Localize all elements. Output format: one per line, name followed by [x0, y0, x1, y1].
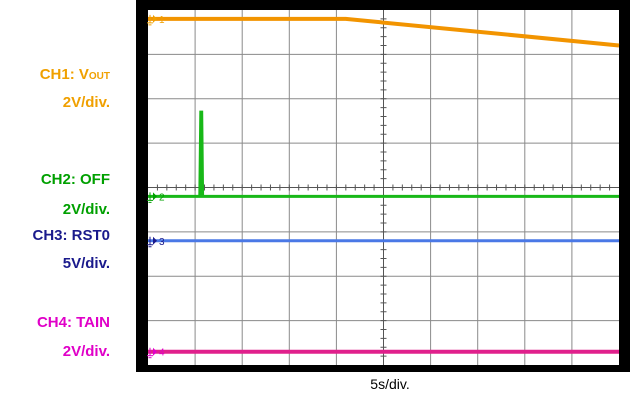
channel-markers: 1 2 3 4 — [147, 14, 165, 359]
traces — [148, 16, 620, 354]
ch1-name-label: CH1: VOUT — [39, 66, 110, 83]
channel-arrow-marker — [153, 14, 157, 23]
channel-number-marker: 1 — [159, 15, 165, 26]
x-axis-label: 5s/div. — [370, 376, 410, 392]
trace-ch1 — [148, 16, 620, 48]
ch4-scale-label: 2V/div. — [62, 343, 110, 360]
channel-number-marker: 4 — [159, 348, 165, 359]
trace-ch2 — [148, 110, 619, 198]
channel-number-marker: 2 — [159, 192, 165, 203]
grid — [148, 10, 619, 365]
ch3-name-label: CH3: RST0 — [32, 227, 110, 244]
ch2-scale-label: 2V/div. — [62, 201, 110, 218]
channel-arrow-marker — [153, 347, 157, 356]
channel-arrow-marker — [153, 192, 157, 201]
ch1-scale-label: 2V/div. — [62, 94, 110, 111]
ch4-name-label: CH4: TAIN — [36, 314, 110, 331]
ch3-scale-label: 5V/div. — [62, 255, 110, 272]
ch2-name-label: CH2: OFF — [40, 171, 110, 188]
channel-number-marker: 3 — [159, 237, 165, 248]
channel-arrow-marker — [153, 236, 157, 245]
